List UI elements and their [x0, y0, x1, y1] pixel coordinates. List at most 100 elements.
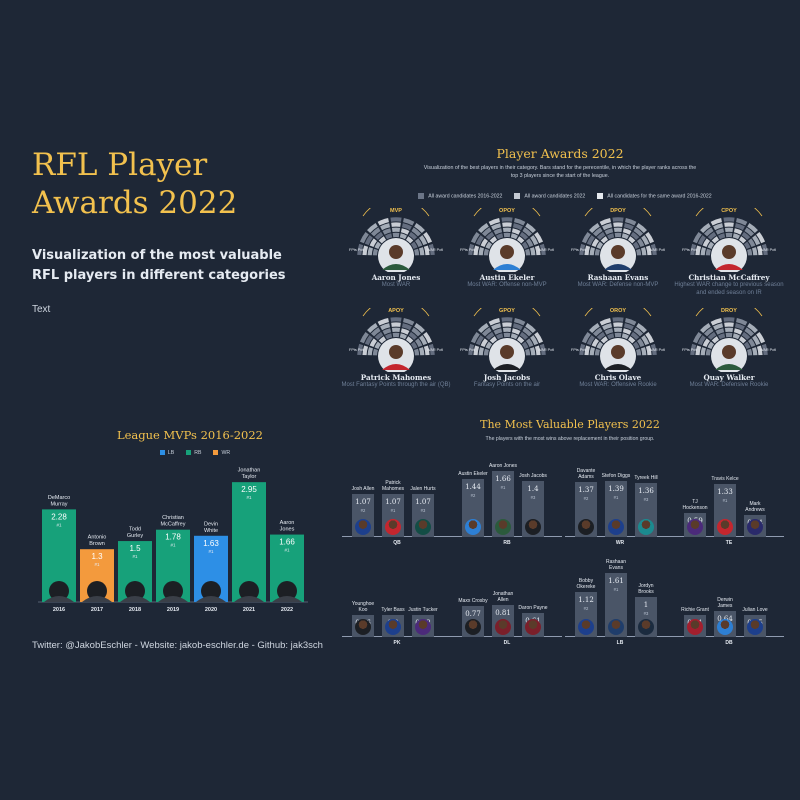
award-description: Most Fantasy Points through the air (QB) [341, 382, 451, 388]
award-percentile-segment [485, 231, 495, 240]
legend-label: All award candidates 2016-2022 [428, 193, 503, 200]
award-percentile-segment [623, 223, 634, 231]
player-bar: 0.59#2 [684, 513, 706, 537]
award-percentile-segment [586, 235, 595, 246]
award-arc-outline [584, 208, 652, 217]
player-name: TJ Hockenson [682, 499, 708, 512]
mvp-player-head [201, 581, 221, 601]
legend-swatch [213, 450, 219, 456]
award-radial-graphic [579, 308, 657, 372]
award-percentile-segment [692, 331, 702, 344]
player-value: 1.44 [465, 483, 481, 492]
legend-swatch [418, 193, 425, 199]
award-percentile-segment [612, 217, 624, 222]
player-name: Travis Kelce [711, 475, 739, 482]
award-percentile-segment [408, 331, 418, 340]
award-percentile-segment [362, 245, 369, 256]
player-photo [747, 619, 763, 635]
position-group: QB 1.07 #2 Josh Allen 1.07 #1 Patrick Mahomes 1… [342, 451, 452, 546]
player-bar: 0.81#1 [492, 604, 514, 637]
award-percentile-segment [539, 243, 546, 255]
award-percentile-segment [530, 335, 539, 346]
award-percentile-segment [589, 247, 596, 256]
player-name: Younghoe Koo [351, 601, 375, 613]
award-percentile-segment [584, 245, 591, 256]
award-percentile-segment [711, 236, 720, 244]
player-bar: 1.37 #2 [575, 482, 597, 537]
award-percentile-segment [405, 336, 414, 344]
player-bar: 1.33 #1 [714, 483, 736, 537]
group-label: QB [393, 540, 401, 546]
award-description: Most WAR: Defensive Rookie [689, 382, 769, 388]
mvp-player-name: McCaffrey [161, 522, 186, 528]
award-percentile-segment [423, 231, 433, 244]
award-percentile-segment [637, 338, 645, 348]
mvp-rank-label: #1 [56, 522, 62, 527]
award-percentile-segment [539, 343, 546, 355]
award-percentile-segment [695, 245, 702, 256]
player-value: 1.39 [608, 485, 624, 494]
award-percentile-segment [748, 338, 756, 348]
award-percentile-segment [475, 235, 484, 246]
player-photo [608, 619, 624, 635]
mvp-rank-label: #1 [246, 495, 252, 500]
award-percentile-segment [600, 236, 609, 244]
player-head [611, 245, 625, 259]
award-percentile-segment [724, 322, 734, 327]
award-percentile-segment [481, 227, 492, 237]
award-percentile-segment [483, 348, 489, 356]
award-radial-graphic [579, 208, 657, 272]
mvp-year-label: 2017 [91, 607, 103, 613]
award-percentile-segment [519, 231, 529, 240]
player-name: Richie Grant [681, 607, 709, 613]
player-name: Aaron Jones [488, 462, 518, 469]
award-percentile-segment [700, 247, 707, 256]
award-percentile-segment [525, 223, 536, 233]
award-percentile-segment [367, 223, 378, 233]
player-photo [578, 619, 594, 635]
mvp-player-name: Murray [50, 501, 67, 507]
award-percentile-segment [374, 341, 382, 349]
award-percentile-segment [511, 328, 521, 335]
award-percentile-segment [707, 341, 715, 349]
award-code: CPOY [721, 208, 737, 214]
award-percentile-segment [502, 327, 512, 333]
player-jersey [382, 264, 410, 270]
award-percentile-segment [725, 232, 733, 238]
player-head [389, 245, 403, 259]
award-percentile-segment [613, 222, 623, 227]
award-percentile-segment [581, 231, 591, 244]
award-percentile-segment [744, 327, 755, 337]
award-percentile-segment [640, 247, 647, 256]
award-card: MVP FPts Pctl WAR Pctl Aaron Jones Most WAR [341, 208, 451, 290]
award-percentile-segment [747, 348, 753, 356]
mvp-player-name: Jones [280, 527, 295, 533]
mvp-player-name: Brown [89, 541, 105, 547]
player-bar: 1 #3 [635, 597, 657, 637]
award-percentile-segment [399, 233, 407, 240]
award-percentile-segment [488, 218, 500, 226]
legend-label: LB [167, 450, 175, 456]
player-rank: #3 [420, 508, 426, 514]
player-rank: #1 [390, 508, 396, 514]
award-percentile-segment [592, 327, 603, 337]
award-percentile-segment [650, 343, 657, 355]
award-percentile-segment [415, 238, 423, 248]
player-photo [355, 619, 371, 635]
awards-legend-item: All award candidates 2016-2022 [418, 193, 502, 199]
player-bar: 0.45#3 [744, 615, 766, 637]
player-name: Justin Tucker [408, 607, 438, 613]
award-percentile-segment [408, 231, 418, 240]
award-percentile-segment [511, 228, 521, 235]
award-percentile-segment [370, 327, 381, 337]
award-percentile-segment [378, 236, 387, 244]
award-percentile-segment [392, 332, 400, 338]
axis-label-fpts: FPts Pctl [571, 248, 587, 252]
award-percentile-segment [752, 235, 761, 246]
axis-label-war: WAR Pctl [759, 348, 776, 352]
player-rank: #3 [643, 611, 649, 616]
award-percentile-segment [715, 328, 725, 335]
award-percentile-segment [377, 218, 389, 226]
awards-subtitle: Visualization of the best players in the… [423, 165, 697, 179]
award-percentile-segment [725, 332, 733, 338]
